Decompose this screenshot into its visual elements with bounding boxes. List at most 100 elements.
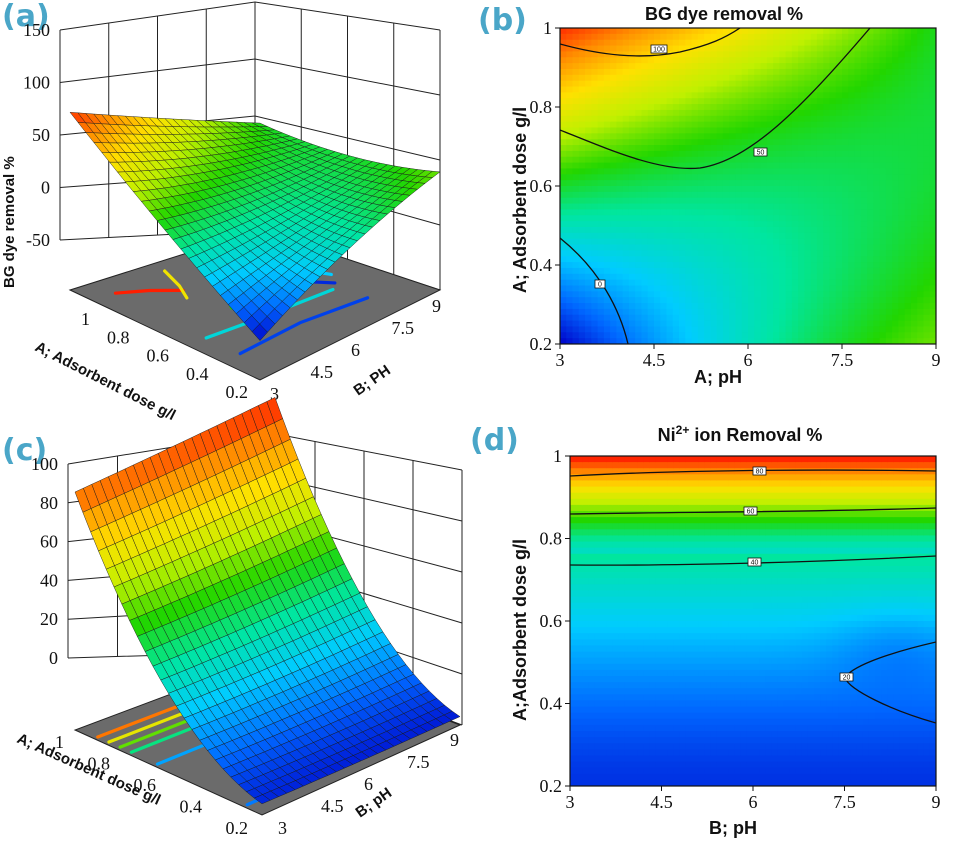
heatmap-cell <box>578 186 586 193</box>
heatmap-cell <box>660 215 668 222</box>
heatmap-cell <box>716 145 724 152</box>
heatmap-cell <box>848 238 856 246</box>
heatmap-cell <box>854 338 862 344</box>
heatmap-cell <box>823 215 831 222</box>
heatmap-cell <box>582 523 589 530</box>
y-tick-label: 0.8 <box>530 97 553 117</box>
heatmap-cell <box>835 209 843 216</box>
heatmap-cell <box>748 273 755 281</box>
heatmap-cell <box>679 308 686 316</box>
heatmap-cell <box>666 74 674 82</box>
heatmap-cell <box>603 308 611 316</box>
heatmap-cell <box>773 186 780 193</box>
heatmap-cell <box>722 326 730 333</box>
heatmap-cell <box>679 139 686 146</box>
heatmap-cell <box>867 209 874 216</box>
heatmap-cell <box>716 291 724 298</box>
heatmap-cell <box>710 297 718 304</box>
heatmap-cell <box>766 133 774 140</box>
heatmap-cell <box>606 541 614 549</box>
heatmap-cell <box>622 168 630 175</box>
y-tick-label: 4.5 <box>311 362 334 382</box>
heatmap-cell <box>710 74 718 82</box>
heatmap-cell <box>898 209 906 216</box>
heatmap-cell <box>923 28 931 35</box>
heatmap-cell <box>898 238 906 246</box>
heatmap-cell <box>873 168 881 175</box>
heatmap-cell <box>885 39 893 47</box>
heatmap-cell <box>785 28 793 35</box>
heatmap-cell <box>606 590 614 598</box>
heatmap-cell <box>566 45 574 53</box>
heatmap-cell <box>672 150 680 158</box>
heatmap-cell <box>570 731 577 738</box>
heatmap-cell <box>748 215 755 222</box>
heatmap-cell <box>647 104 655 111</box>
heatmap-cell <box>578 226 586 234</box>
heatmap-cell <box>722 285 730 292</box>
heatmap-cell <box>716 209 724 216</box>
heatmap-cell <box>716 156 724 164</box>
heatmap-cell <box>591 127 599 134</box>
heatmap-cell <box>842 80 849 88</box>
heatmap-cell <box>741 203 749 211</box>
heatmap-cell <box>672 326 680 333</box>
heatmap-cell <box>917 139 925 146</box>
heatmap-cell <box>804 285 812 292</box>
heatmap-cell <box>854 45 862 53</box>
heatmap-cell <box>560 308 567 316</box>
heatmap-cell <box>618 511 626 518</box>
heatmap-cell <box>898 226 906 234</box>
heatmap-cell <box>600 468 608 475</box>
heatmap-cell <box>917 115 925 123</box>
heatmap-cell <box>666 186 674 193</box>
heatmap-cell <box>560 221 567 228</box>
panel-b-y-label: A; Adsorbent dose g/l <box>510 107 530 293</box>
heatmap-cell <box>572 186 580 193</box>
heatmap-cell <box>779 186 787 193</box>
heatmap-cell <box>885 57 893 64</box>
heatmap-cell <box>716 267 724 275</box>
heatmap-cell <box>898 51 906 58</box>
heatmap-cell <box>835 338 843 344</box>
heatmap-cell <box>892 285 899 292</box>
x-tick-label: 1 <box>55 732 64 752</box>
heatmap-cell <box>672 297 680 304</box>
heatmap-cell <box>748 174 755 181</box>
heatmap-cell <box>735 180 743 187</box>
heatmap-cell <box>578 191 586 199</box>
heatmap-cell <box>566 57 574 64</box>
heatmap-cell <box>810 145 818 152</box>
heatmap-cell <box>810 262 818 269</box>
heatmap-cell <box>588 602 595 610</box>
heatmap-cell <box>578 244 586 251</box>
heatmap-cell <box>879 250 887 257</box>
heatmap-cell <box>716 86 724 93</box>
heatmap-cell <box>570 523 577 530</box>
heatmap-cell <box>760 162 768 170</box>
heatmap-cell <box>597 197 605 205</box>
heatmap-cell <box>618 553 626 561</box>
heatmap-cell <box>594 529 602 537</box>
heatmap-cell <box>576 676 583 683</box>
heatmap-cell <box>842 250 849 257</box>
heatmap-cell <box>628 332 636 339</box>
heatmap-cell <box>754 98 762 105</box>
heatmap-cell <box>848 145 856 152</box>
heatmap-cell <box>635 92 643 99</box>
heatmap-cell <box>570 547 577 555</box>
heatmap-cell <box>779 80 787 88</box>
heatmap-cell <box>754 115 762 123</box>
heatmap-cell <box>560 203 567 211</box>
heatmap-cell <box>582 584 589 592</box>
heatmap-cell <box>566 174 574 181</box>
heatmap-cell <box>618 486 626 494</box>
heatmap-cell <box>612 608 620 616</box>
heatmap-cell <box>892 156 899 164</box>
heatmap-cell <box>597 74 605 82</box>
heatmap-cell <box>610 57 617 64</box>
heatmap-cell <box>572 68 580 76</box>
heatmap-cell <box>766 285 774 292</box>
heatmap-cell <box>594 590 602 598</box>
heatmap-cell <box>929 308 936 316</box>
